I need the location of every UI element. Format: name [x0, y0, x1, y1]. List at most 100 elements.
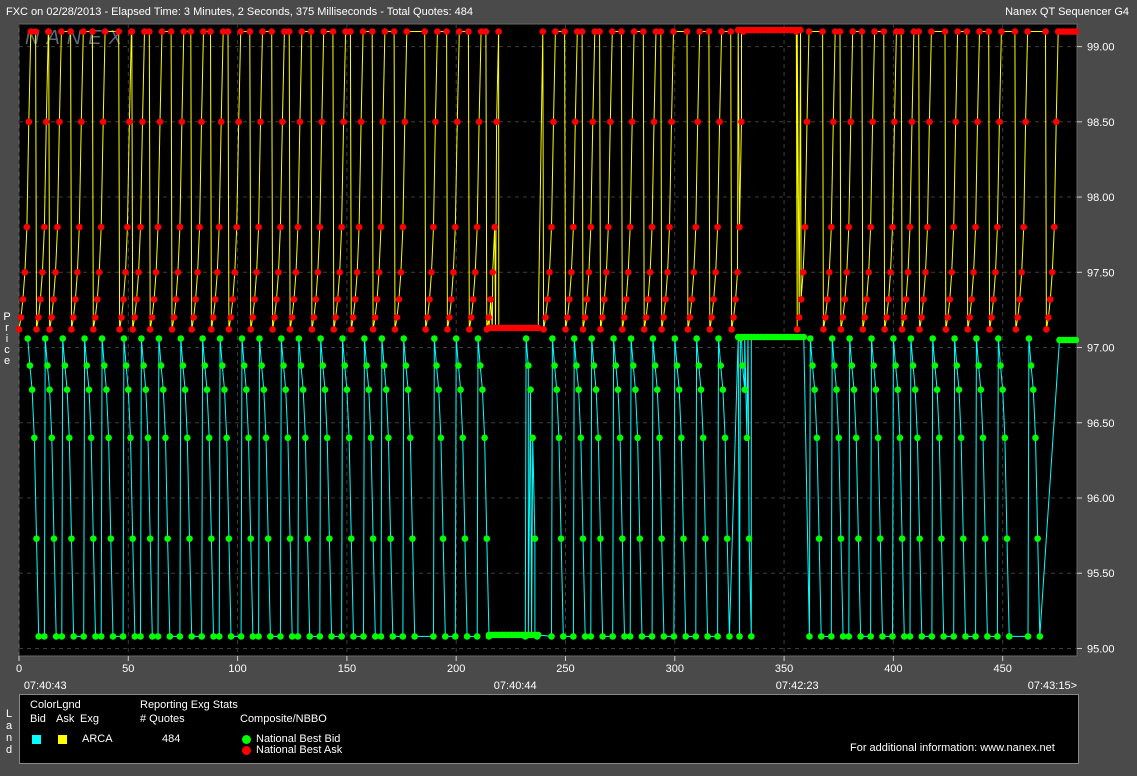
nbo-point: [77, 118, 85, 126]
nbo-point: [587, 223, 595, 231]
nbo-point: [35, 314, 42, 321]
nbb-point: [741, 386, 749, 393]
nbo-point: [491, 223, 498, 231]
nbb-point: [678, 434, 685, 442]
nbb-point: [721, 434, 729, 442]
nbo-point: [727, 28, 735, 35]
nbo-point: [446, 314, 453, 321]
nbo-point: [45, 28, 53, 35]
nbb-point: [439, 535, 447, 542]
nbb-point: [316, 633, 324, 640]
nbo-point: [865, 268, 872, 276]
nbo-point: [141, 28, 148, 35]
nbo-point: [829, 118, 837, 126]
nbb-point: [522, 335, 530, 342]
nbb-point: [671, 335, 679, 342]
nbo-point: [986, 326, 993, 333]
nbo-point: [275, 268, 282, 276]
nbb-point: [81, 335, 88, 342]
nbb-point: [626, 633, 634, 640]
nbo-point: [91, 314, 99, 321]
nbo-point: [198, 118, 205, 126]
nbb-point: [100, 362, 108, 369]
nbo-point: [906, 223, 914, 231]
nbb-point: [481, 434, 488, 442]
nbo-point: [714, 223, 721, 231]
nbo-point: [68, 326, 75, 333]
nbo-point: [996, 118, 1003, 126]
nbb-point: [120, 335, 128, 342]
nbo-point: [477, 28, 485, 35]
nbb-point: [994, 633, 1001, 640]
nbb-point: [198, 633, 206, 640]
nbb-point: [695, 362, 703, 369]
nbb-point: [935, 434, 943, 442]
nbo-point: [601, 296, 608, 303]
nbb-point: [638, 633, 646, 640]
nbb-point: [280, 362, 287, 369]
nbo-point: [644, 296, 652, 303]
nbo-point: [379, 118, 387, 126]
nbo-point: [72, 296, 79, 303]
nbb-point: [164, 535, 171, 542]
legend-side-label-char: n: [5, 732, 13, 744]
nbo-point: [573, 28, 581, 35]
nbo-point: [730, 314, 737, 321]
nbo-point: [122, 268, 129, 276]
nbo-point: [395, 296, 403, 303]
nbo-point: [422, 326, 429, 333]
nbb-point: [745, 535, 753, 542]
nbb-point: [319, 362, 327, 369]
nbo-point: [904, 268, 912, 276]
nbo-point: [1022, 118, 1029, 126]
nbo-point: [56, 118, 63, 126]
nbb-point: [901, 633, 908, 640]
nbb-marker-icon: [242, 735, 251, 744]
nbb-point: [597, 535, 604, 542]
y-axis-label-char: r: [5, 322, 9, 334]
nbo-point: [893, 28, 900, 35]
nbo-point: [799, 268, 807, 276]
nbb-point: [898, 535, 906, 542]
nbb-point: [437, 434, 445, 442]
nbb-point: [960, 535, 967, 542]
nbo-point: [432, 118, 439, 126]
nbb-point: [634, 434, 641, 442]
nbbo-chart: NANEX 95.00 95.50 96.00 96.50 97.00 97.50 98.00…: [15, 23, 1115, 692]
nbo-point: [910, 28, 918, 35]
nbo-point: [976, 28, 983, 35]
nbo-point: [288, 314, 296, 321]
nbo-point: [145, 28, 153, 35]
nbb-point: [166, 633, 174, 640]
nbb-point: [616, 434, 624, 442]
y-axis-label-char: e: [3, 355, 11, 367]
nbo-point: [231, 268, 239, 276]
nbo-point: [572, 118, 579, 126]
y-tick-label: 95.50: [1087, 568, 1115, 580]
nbb-point: [527, 386, 534, 393]
nbb-point: [648, 633, 656, 640]
nbb-point: [83, 362, 91, 369]
nbo-point: [1045, 314, 1052, 321]
nbb-point: [1034, 535, 1041, 542]
nbo-point: [211, 296, 219, 303]
nbb-point: [216, 335, 224, 342]
nbo-point: [246, 28, 254, 35]
nbo-point: [626, 223, 634, 231]
nbb-point: [916, 535, 923, 542]
y-tick-label: 98.00: [1087, 192, 1115, 204]
nbo-point: [156, 118, 164, 126]
nbb-point: [950, 633, 958, 640]
nbb-point: [186, 535, 193, 542]
nbo-point: [650, 118, 658, 126]
nbo-point: [847, 118, 855, 126]
nbb-point: [406, 434, 414, 442]
nbo-point: [596, 28, 603, 35]
nbb-point: [350, 633, 357, 640]
nbo-point: [296, 118, 304, 126]
nbo-point: [192, 296, 199, 303]
nbo-point: [606, 118, 614, 126]
nbo-point: [561, 28, 568, 35]
nbb-point: [579, 535, 587, 542]
nbo-point: [90, 326, 97, 333]
